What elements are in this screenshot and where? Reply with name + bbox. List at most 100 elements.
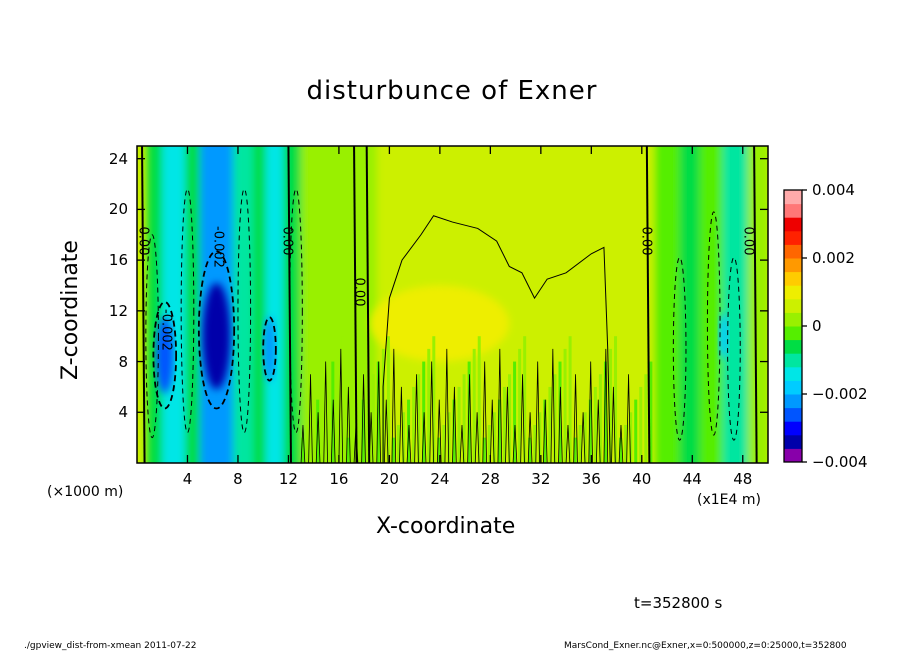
colorbar-swatch	[784, 339, 802, 354]
contour-small	[573, 374, 578, 463]
contour-small	[474, 412, 480, 463]
x-tick-label: 12	[278, 470, 298, 488]
x-tick-label: 8	[233, 470, 243, 488]
contour-small	[406, 424, 412, 463]
contour-positive-ridge	[382, 215, 611, 463]
y-tick-label: 16	[108, 251, 128, 270]
heat-streak	[624, 424, 628, 463]
heat-streak	[578, 424, 582, 463]
contour-small	[383, 399, 389, 463]
heat-band	[232, 146, 255, 463]
heat-streak	[336, 348, 340, 463]
heat-streak	[467, 361, 471, 463]
x-axis-label: X-coordinate	[376, 514, 516, 539]
colorbar-swatch	[784, 421, 802, 436]
heat-band	[162, 146, 186, 463]
heat-streak	[603, 361, 607, 463]
contour-small	[346, 386, 351, 463]
x-tick-label: 32	[531, 470, 551, 488]
heat-band	[722, 146, 749, 463]
colorbar-swatch	[784, 407, 802, 422]
plot-frame	[136, 145, 769, 464]
contour-negative	[152, 301, 178, 410]
contour-label: -0.002	[158, 308, 174, 351]
heat-streak	[306, 424, 310, 463]
heat-blob	[718, 313, 729, 360]
contour-small	[330, 399, 336, 463]
heat-streak	[568, 336, 572, 463]
contour-zero-line	[753, 146, 758, 463]
contour-small	[368, 412, 374, 463]
x-tick-label: 48	[733, 470, 753, 488]
heat-streak	[492, 412, 496, 463]
colorbar-swatch	[784, 271, 802, 286]
heat-streak	[548, 386, 552, 463]
colorbar-tick-label: 0.004	[812, 181, 855, 199]
contour-small	[542, 399, 548, 463]
heat-streak	[523, 336, 527, 463]
heat-streak	[639, 386, 643, 463]
contour-dashed	[145, 234, 159, 439]
contour-small	[391, 348, 397, 463]
contour-small	[611, 386, 616, 463]
colorbar	[783, 189, 807, 463]
x-unit-label: (×1000 m)	[47, 484, 124, 500]
heat-band	[699, 146, 724, 463]
heat-streak	[598, 374, 602, 463]
heat-band	[283, 146, 303, 463]
contour-zero-line	[365, 146, 371, 463]
heat-streak	[442, 424, 446, 463]
heat-streak	[482, 437, 486, 463]
heat-streak	[644, 374, 648, 463]
contour-small	[399, 386, 404, 463]
x-tick-label: 24	[430, 470, 450, 488]
y-tick-label: 12	[108, 301, 128, 320]
heat-streak	[417, 374, 421, 463]
y-tick-label: 20	[108, 200, 128, 219]
time-label: t=352800 s	[634, 594, 723, 612]
contour-small	[565, 424, 571, 463]
contour-small	[505, 386, 510, 463]
colorbar-swatch	[784, 366, 802, 381]
heat-streak	[502, 386, 506, 463]
contour-small	[421, 412, 427, 463]
heat-streak	[573, 437, 577, 463]
heat-streak	[341, 336, 345, 463]
heat-streak	[563, 348, 567, 463]
contour-small	[436, 399, 442, 463]
contour-small	[361, 374, 366, 463]
colorbar-swatch	[784, 258, 802, 273]
contour-dashed	[180, 188, 195, 434]
heat-streak	[608, 348, 612, 463]
heat-streak	[614, 336, 618, 463]
colorbar-swatch	[784, 190, 802, 205]
heat-streak	[427, 348, 431, 463]
contour-zero-line	[287, 146, 292, 463]
heat-streak	[513, 361, 517, 463]
heat-streak	[477, 336, 481, 463]
contour-small	[482, 361, 487, 463]
contour-small	[618, 424, 624, 463]
heat-streak	[437, 437, 441, 463]
heat-streak	[629, 412, 633, 463]
colorbar-swatch	[784, 285, 802, 300]
contour-small	[308, 374, 313, 463]
contour-zero-line	[353, 146, 358, 463]
contour-small	[558, 386, 563, 463]
y-tick-label: 24	[108, 149, 128, 168]
contour-small	[429, 361, 434, 463]
contour-label: 0.00	[135, 226, 151, 256]
heat-streak	[538, 412, 542, 463]
contour-dashed	[672, 257, 687, 441]
contour-small	[550, 348, 556, 463]
x-tick-label: 40	[632, 470, 652, 488]
contour-small	[323, 361, 328, 463]
heat-streak	[447, 412, 451, 463]
contour-dashed	[706, 211, 721, 436]
contour-dashed	[289, 188, 303, 434]
heat-streak	[649, 361, 653, 463]
heatmap-field	[137, 146, 768, 463]
contour-small	[588, 361, 593, 463]
heat-band	[747, 146, 768, 463]
heat-streak	[301, 437, 305, 463]
